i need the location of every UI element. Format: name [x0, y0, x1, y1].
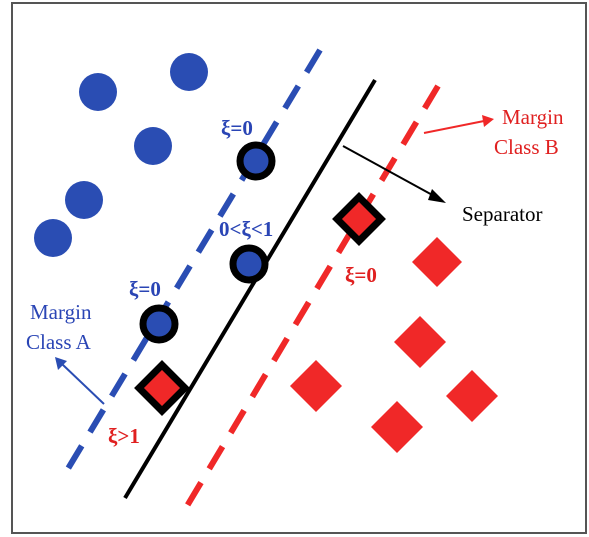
support-vector-a-middle [229, 244, 269, 284]
support-vector-a-top [236, 141, 276, 181]
separator-line [123, 78, 377, 500]
class-a-point [79, 73, 117, 111]
class-b-points [290, 237, 498, 453]
xi-zero-label-left: ξ=0 [129, 277, 161, 301]
arrow-head-separator [428, 189, 446, 203]
xi-zero-label-red: ξ=0 [345, 263, 377, 287]
annotation-arrows [55, 115, 494, 405]
support-vector-a-left [139, 304, 179, 344]
class-b-support-vectors [134, 192, 386, 416]
class-a-point [170, 53, 208, 91]
class-a-point [65, 181, 103, 219]
separator-label: Separator [462, 202, 542, 226]
margin-class-b-label-line2: Class B [494, 135, 559, 159]
support-vector-b-misclassified [134, 360, 190, 416]
class-a-point [134, 127, 172, 165]
margin-class-a-label-line1: Margin [30, 300, 92, 324]
arrow-separator [342, 145, 437, 198]
xi-zero-label-top: ξ=0 [221, 116, 253, 140]
class-b-point [446, 370, 498, 422]
class-a-point [34, 219, 72, 257]
support-vector-b-margin [332, 192, 386, 246]
margin-class-a-label-line2: Class A [26, 330, 92, 354]
class-b-point [290, 360, 342, 412]
class-b-point [394, 316, 446, 368]
class-a-support-vectors [139, 141, 276, 344]
class-b-point [412, 237, 462, 287]
xi-between-label: 0<ξ<1 [219, 217, 273, 241]
arrow-head-margin-b [482, 115, 494, 127]
class-b-point [371, 401, 423, 453]
class-a-points [34, 53, 208, 257]
xi-greater-one-label: ξ>1 [108, 424, 140, 448]
arrow-margin-a [61, 363, 105, 405]
arrow-margin-b [423, 120, 485, 134]
arrow-head-margin-a [55, 357, 67, 370]
margin-class-b-label-line1: Margin [502, 105, 564, 129]
